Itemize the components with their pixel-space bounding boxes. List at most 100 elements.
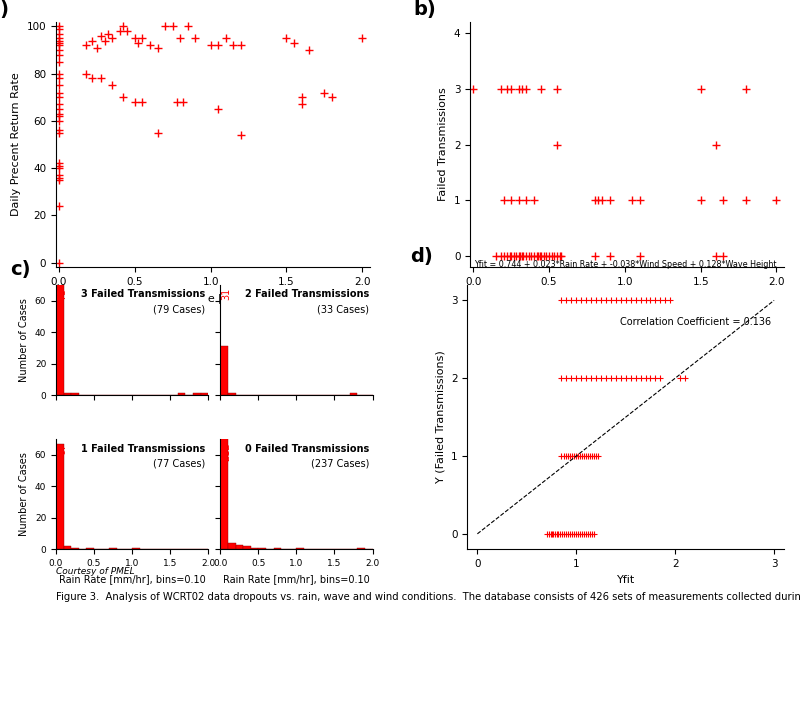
Point [552,528,565,539]
Text: (33 Cases): (33 Cases) [318,304,370,315]
Point [280,33,293,44]
Point [634,372,647,384]
Point [326,92,338,103]
Point [562,450,574,462]
Point [540,250,553,262]
Point [53,98,66,110]
Bar [86,548,94,549]
Y-axis label: Number of Cases: Number of Cases [19,453,30,536]
Point [53,172,66,184]
Bar [235,544,243,549]
Point [594,294,607,306]
Point [53,33,66,44]
Point [500,250,513,262]
Point [614,372,627,384]
Point [584,528,597,539]
Point [53,108,66,119]
Point [574,528,586,539]
Bar [56,280,64,395]
Text: (77 Cases): (77 Cases) [153,459,205,469]
Point [550,250,563,262]
Point [534,250,546,262]
Point [86,72,98,84]
Point [53,35,66,46]
Point [550,528,563,539]
Point [575,294,588,306]
Bar [274,548,282,549]
Point [566,450,578,462]
Point [544,528,557,539]
Point [129,33,142,44]
Point [53,103,66,115]
Point [594,372,607,384]
Point [585,294,598,306]
Point [588,194,601,206]
Bar [297,548,304,549]
Point [158,21,171,33]
Point [564,528,577,539]
Point [287,37,300,48]
Point [490,250,502,262]
Point [576,450,589,462]
Point [53,163,66,174]
Point [614,294,627,306]
Point [596,194,609,206]
Bar [110,548,117,549]
Point [659,294,672,306]
Point [555,450,568,462]
Point [171,96,184,108]
Y-axis label: Daily Precent Return Rate: Daily Precent Return Rate [11,73,21,216]
Bar [258,548,266,549]
Point [556,528,569,539]
Point [582,528,594,539]
Point [515,250,528,262]
Point [527,194,540,206]
Point [143,40,156,51]
Point [542,250,555,262]
Point [591,194,604,206]
Bar [228,393,235,395]
Point [560,294,573,306]
Point [116,92,129,103]
Point [234,40,247,51]
Point [116,21,129,33]
Point [649,372,662,384]
Point [572,528,585,539]
Point [53,158,66,169]
Point [512,194,525,206]
Point [649,294,662,306]
Point [302,44,315,56]
Point [582,450,594,462]
Point [505,250,518,262]
Point [53,115,66,127]
Point [603,194,616,206]
Point [106,80,118,91]
Point [560,372,573,384]
Point [605,372,618,384]
X-axis label: Rain Rate [mm/hr], bins=0.10: Rain Rate [mm/hr], bins=0.10 [223,573,370,583]
Point [586,450,598,462]
Point [136,33,149,44]
Point [619,372,632,384]
Point [570,372,582,384]
Point [590,294,602,306]
Point [182,21,194,33]
Point [53,127,66,139]
Point [98,35,111,46]
Point [95,30,108,42]
Point [523,250,536,262]
Point [555,372,568,384]
Point [53,200,66,212]
Point [605,294,618,306]
Point [560,450,573,462]
Point [503,250,516,262]
Point [576,528,589,539]
Point [564,450,577,462]
Point [500,83,513,95]
Point [664,294,677,306]
Point [234,129,247,141]
Point [568,450,581,462]
Point [177,96,190,108]
Point [770,194,783,206]
Point [558,528,571,539]
